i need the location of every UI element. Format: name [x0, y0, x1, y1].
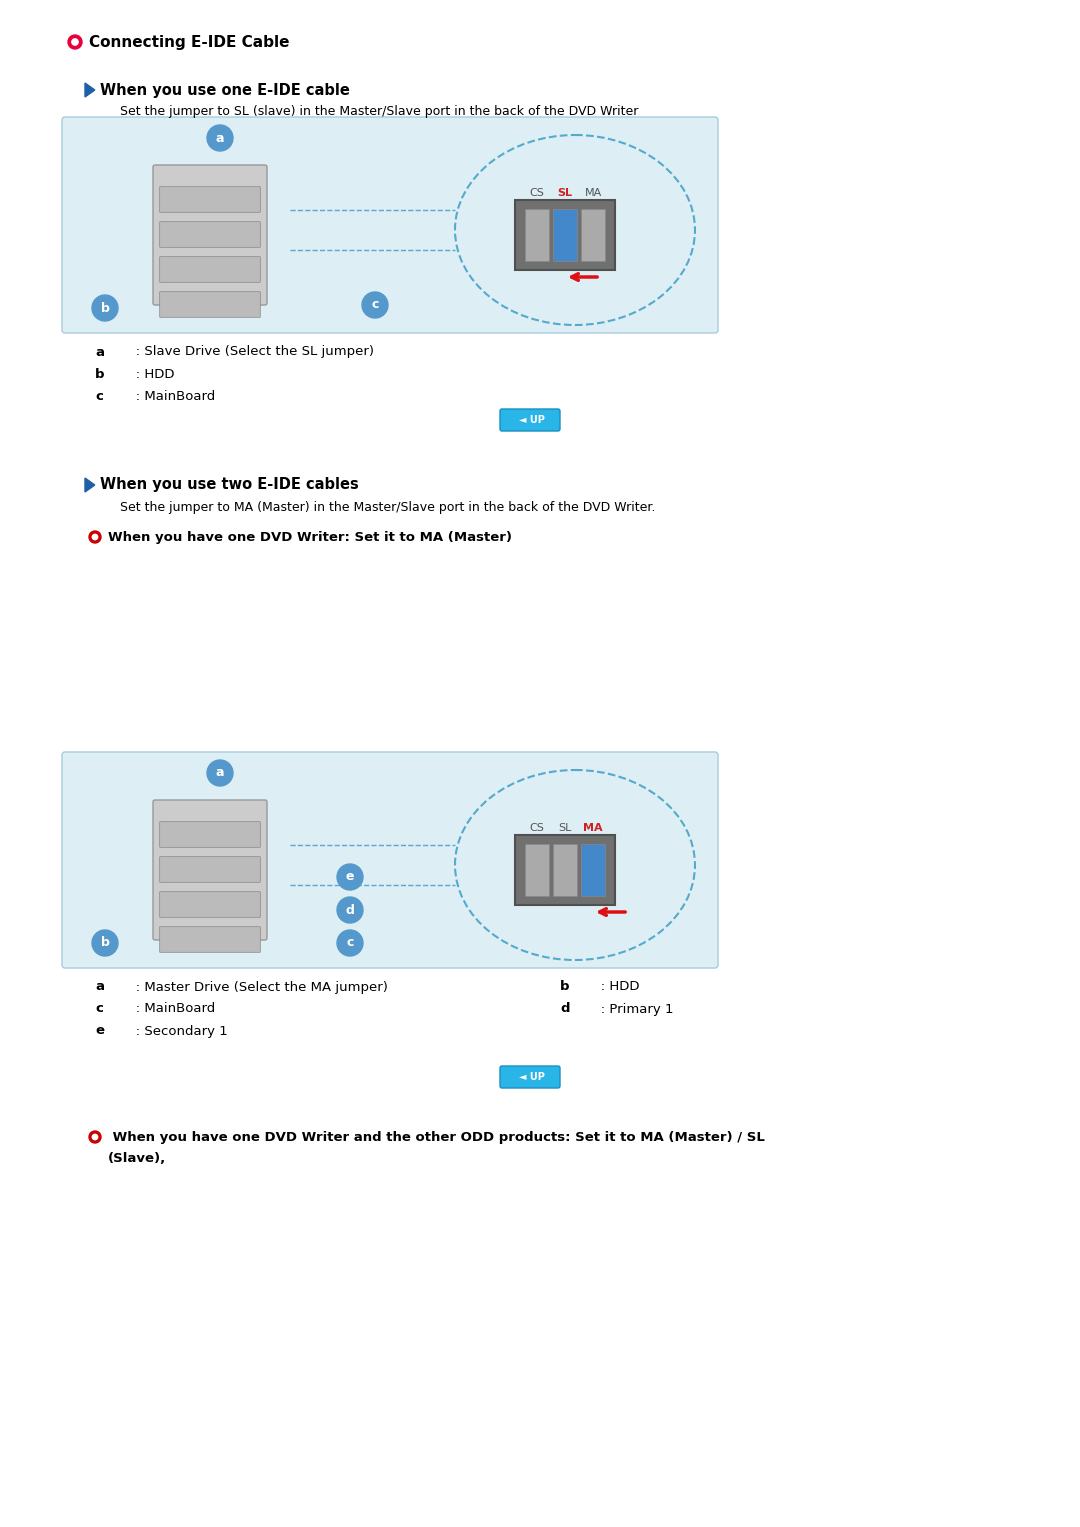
FancyBboxPatch shape	[525, 844, 549, 896]
Text: a: a	[95, 345, 104, 359]
Text: Connecting E-IDE Cable: Connecting E-IDE Cable	[89, 35, 289, 49]
Text: e: e	[95, 1025, 104, 1037]
Circle shape	[89, 1132, 102, 1144]
Text: : Slave Drive (Select the SL jumper): : Slave Drive (Select the SL jumper)	[123, 345, 374, 359]
Circle shape	[89, 531, 102, 544]
Text: c: c	[95, 389, 103, 403]
Text: MA: MA	[583, 823, 603, 834]
Text: SL: SL	[557, 188, 572, 199]
Text: d: d	[346, 904, 354, 916]
Text: : HDD: : HDD	[123, 368, 175, 380]
Circle shape	[92, 534, 97, 539]
Ellipse shape	[455, 770, 696, 960]
FancyBboxPatch shape	[153, 800, 267, 941]
Ellipse shape	[455, 134, 696, 325]
Text: a: a	[216, 767, 225, 779]
Text: b: b	[95, 368, 105, 380]
Text: d: d	[561, 1003, 569, 1015]
Text: b: b	[561, 980, 569, 994]
Text: : MainBoard: : MainBoard	[123, 389, 215, 403]
Text: : Master Drive (Select the MA jumper): : Master Drive (Select the MA jumper)	[123, 980, 388, 994]
Text: When you use one E-IDE cable: When you use one E-IDE cable	[100, 82, 350, 98]
FancyBboxPatch shape	[160, 822, 260, 847]
Text: When you have one DVD Writer and the other ODD products: Set it to MA (Master) /: When you have one DVD Writer and the oth…	[108, 1130, 765, 1144]
Text: Set the jumper to SL (slave) in the Master/Slave port in the back of the DVD Wri: Set the jumper to SL (slave) in the Mast…	[120, 105, 638, 119]
FancyBboxPatch shape	[581, 209, 605, 261]
Text: b: b	[100, 936, 109, 950]
FancyBboxPatch shape	[62, 751, 718, 968]
FancyBboxPatch shape	[515, 835, 615, 906]
Text: CS: CS	[529, 823, 544, 834]
FancyBboxPatch shape	[160, 292, 260, 318]
Circle shape	[92, 930, 118, 956]
FancyBboxPatch shape	[581, 844, 605, 896]
FancyBboxPatch shape	[500, 409, 561, 431]
FancyBboxPatch shape	[500, 1066, 561, 1089]
FancyBboxPatch shape	[160, 186, 260, 212]
FancyBboxPatch shape	[160, 221, 260, 247]
FancyBboxPatch shape	[515, 200, 615, 270]
Circle shape	[92, 295, 118, 321]
Polygon shape	[85, 478, 95, 492]
Text: Set the jumper to MA (Master) in the Master/Slave port in the back of the DVD Wr: Set the jumper to MA (Master) in the Mas…	[120, 501, 656, 513]
Text: c: c	[95, 1003, 103, 1015]
Text: c: c	[347, 936, 353, 950]
FancyBboxPatch shape	[160, 257, 260, 282]
Text: : Secondary 1: : Secondary 1	[123, 1025, 228, 1037]
Circle shape	[68, 35, 82, 49]
Text: c: c	[372, 298, 379, 312]
Text: a: a	[216, 131, 225, 145]
Circle shape	[337, 864, 363, 890]
Circle shape	[337, 896, 363, 922]
Text: When you have one DVD Writer: Set it to MA (Master): When you have one DVD Writer: Set it to …	[108, 530, 512, 544]
Polygon shape	[85, 82, 95, 98]
Text: When you use two E-IDE cables: When you use two E-IDE cables	[100, 478, 359, 493]
Text: : HDD: : HDD	[588, 980, 639, 994]
FancyBboxPatch shape	[525, 209, 549, 261]
Circle shape	[337, 930, 363, 956]
Text: MA: MA	[584, 188, 602, 199]
Text: : Primary 1: : Primary 1	[588, 1003, 674, 1015]
FancyBboxPatch shape	[160, 892, 260, 918]
Text: : MainBoard: : MainBoard	[123, 1003, 215, 1015]
Text: (Slave),: (Slave),	[108, 1153, 166, 1165]
Circle shape	[207, 760, 233, 786]
FancyBboxPatch shape	[62, 118, 718, 333]
Circle shape	[72, 38, 78, 46]
Text: ◄ UP: ◄ UP	[519, 1072, 545, 1083]
Circle shape	[92, 1135, 97, 1139]
FancyBboxPatch shape	[553, 844, 577, 896]
Text: CS: CS	[529, 188, 544, 199]
Text: b: b	[100, 301, 109, 315]
FancyBboxPatch shape	[153, 165, 267, 305]
Circle shape	[207, 125, 233, 151]
Circle shape	[362, 292, 388, 318]
FancyBboxPatch shape	[160, 857, 260, 883]
Text: a: a	[95, 980, 104, 994]
Text: e: e	[346, 870, 354, 884]
FancyBboxPatch shape	[160, 927, 260, 953]
Text: ◄ UP: ◄ UP	[519, 415, 545, 425]
Text: SL: SL	[558, 823, 571, 834]
FancyBboxPatch shape	[553, 209, 577, 261]
